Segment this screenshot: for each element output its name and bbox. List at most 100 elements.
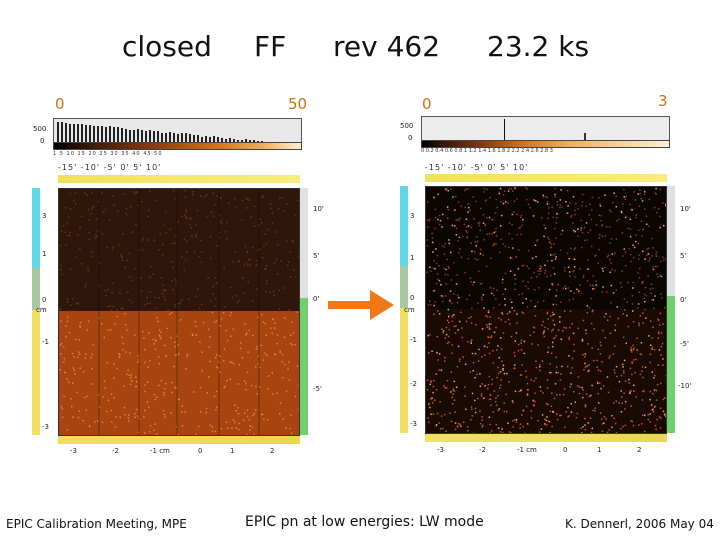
right-detector-svg (426, 187, 666, 433)
right-noise-pixel (571, 323, 573, 325)
left-noise-pixel (248, 329, 250, 332)
left-noise-pixel (264, 233, 266, 235)
left-noise-pixel (95, 218, 98, 220)
left-noise-pixel (141, 249, 144, 251)
right-noise-pixel (507, 318, 510, 321)
right-noise-pixel (546, 311, 549, 314)
left-hist-bar (181, 133, 183, 143)
right-noise-pixel (495, 326, 497, 329)
right-noise-pixel (508, 187, 510, 190)
left-noise-pixel (163, 224, 165, 227)
left-noise-pixel (242, 419, 245, 421)
left-noise-pixel (258, 366, 261, 368)
left-axis-label: 3 (42, 212, 47, 220)
right-noise-pixel (609, 355, 611, 357)
right-noise-pixel (426, 245, 429, 247)
right-noise-pixel (514, 419, 516, 421)
right-noise-pixel (584, 362, 586, 365)
right-noise-pixel (460, 311, 462, 314)
right-noise-pixel (584, 405, 587, 408)
right-noise-pixel (641, 366, 644, 368)
right-noise-pixel (644, 258, 646, 260)
title-closed: closed (122, 30, 212, 63)
right-noise-pixel (608, 258, 611, 261)
right-noise-pixel (446, 258, 448, 261)
left-noise-pixel (60, 264, 62, 267)
left-noise-pixel (184, 259, 187, 262)
right-noise-pixel (446, 188, 448, 190)
right-noise-pixel (465, 320, 468, 323)
right-noise-pixel (618, 218, 620, 221)
right-noise-pixel (623, 370, 625, 372)
right-noise-pixel (489, 423, 491, 426)
left-hist-bar (205, 136, 207, 143)
right-noise-pixel (552, 254, 554, 256)
right-noise-pixel (533, 199, 535, 201)
right-noise-pixel (595, 284, 597, 286)
right-noise-pixel (573, 229, 575, 232)
right-noise-pixel (495, 423, 498, 426)
left-noise-pixel (294, 214, 296, 216)
right-noise-pixel (498, 192, 500, 195)
right-noise-pixel (633, 347, 635, 349)
right-noise-pixel (556, 204, 559, 206)
right-noise-pixel (584, 366, 587, 368)
left-noise-pixel (119, 354, 121, 356)
right-noise-pixel (488, 328, 491, 330)
right-noise-pixel (493, 244, 495, 246)
left-noise-pixel (116, 367, 118, 370)
left-noise-pixel (171, 260, 173, 263)
right-noise-pixel (593, 288, 596, 290)
left-noise-pixel (101, 322, 103, 325)
right-noise-pixel (450, 420, 453, 423)
right-noise-pixel (587, 259, 589, 261)
left-noise-pixel (279, 413, 281, 415)
left-hist-bar (221, 138, 223, 143)
right-noise-pixel (550, 246, 552, 249)
right-noise-pixel (660, 417, 662, 419)
left-noise-pixel (225, 421, 228, 424)
left-noise-pixel (185, 209, 187, 211)
left-noise-pixel (125, 207, 128, 210)
left-hist-bar (233, 138, 235, 143)
left-noise-pixel (163, 391, 165, 394)
left-noise-pixel (234, 404, 236, 407)
right-noise-pixel (656, 273, 658, 275)
right-noise-pixel (581, 201, 584, 203)
right-noise-pixel (438, 313, 441, 315)
right-noise-pixel (584, 356, 586, 358)
left-noise-pixel (163, 295, 165, 298)
left-noise-pixel (245, 262, 248, 264)
right-noise-pixel (650, 404, 653, 406)
left-noise-pixel (122, 233, 124, 235)
right-noise-pixel (559, 414, 561, 417)
right-noise-pixel (567, 406, 569, 409)
left-hist-bar (97, 126, 99, 143)
right-noise-pixel (660, 275, 663, 278)
right-noise-pixel (651, 337, 653, 339)
right-noise-pixel (552, 410, 554, 413)
right-noise-pixel (592, 409, 594, 412)
left-noise-pixel (79, 247, 81, 250)
left-noise-pixel (75, 302, 78, 304)
left-noise-pixel (153, 429, 155, 432)
right-noise-pixel (519, 216, 522, 219)
left-noise-pixel (71, 405, 73, 408)
left-noise-pixel (135, 224, 137, 226)
right-noise-pixel (624, 216, 627, 219)
right-right-axis-label: 5' (680, 252, 687, 260)
right-noise-pixel (505, 393, 507, 396)
right-noise-pixel (446, 206, 449, 208)
right-noise-pixel (517, 343, 520, 346)
right-noise-pixel (560, 233, 562, 235)
left-cm-label: cm (36, 306, 47, 314)
right-noise-pixel (509, 323, 511, 325)
right-noise-pixel (534, 392, 536, 394)
right-noise-pixel (487, 311, 490, 314)
left-noise-pixel (149, 276, 151, 278)
left-noise-pixel (216, 406, 218, 408)
right-noise-pixel (567, 365, 569, 368)
right-noise-pixel (648, 335, 650, 337)
right-noise-pixel (611, 426, 613, 429)
right-noise-pixel (539, 364, 541, 366)
